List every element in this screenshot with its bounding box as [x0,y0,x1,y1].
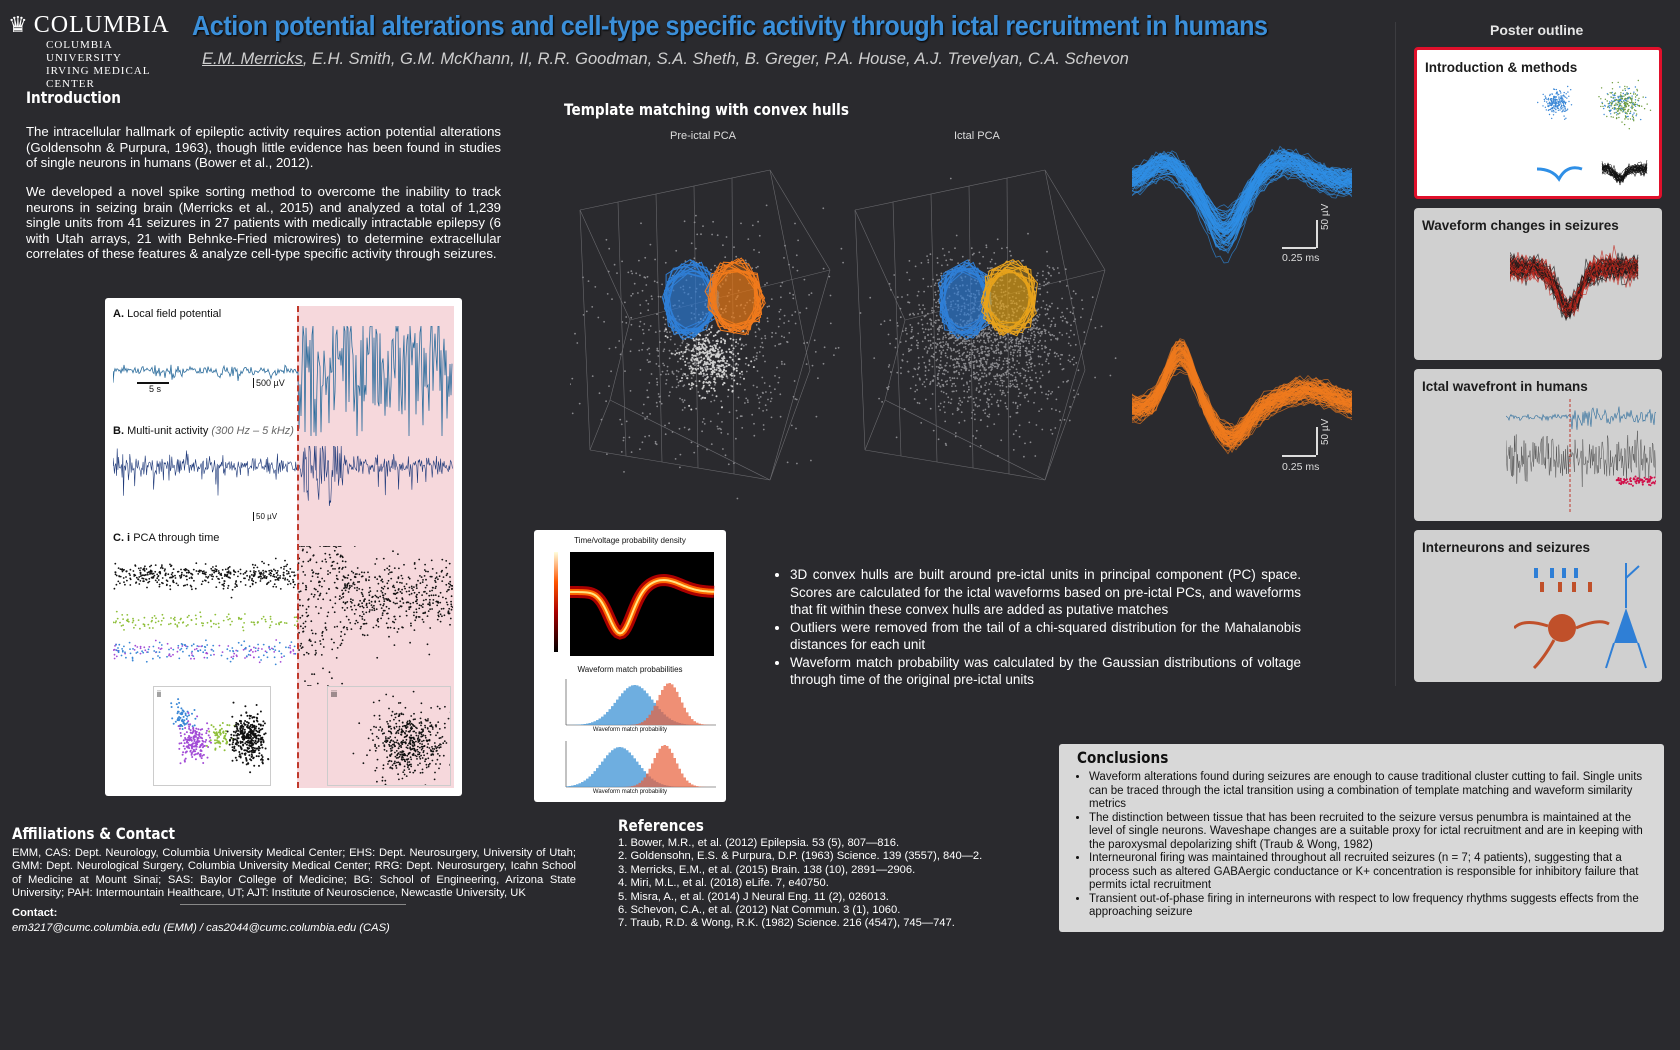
mua-trace [113,446,453,507]
pca-through-time-scatter [113,546,453,686]
references-heading: References [618,816,704,835]
outline-title: Poster outline [1490,22,1584,38]
hist-xlabel-2: Waveform match probability [592,789,668,795]
conclusion-item: Transient out-of-phase firing in interne… [1089,893,1654,920]
conclusions-box: Conclusions Waveform alterations found d… [1059,744,1664,932]
scale-t2: 0.25 ms [1282,461,1320,473]
author-list: E.M. Merricks, E.H. Smith, G.M. McKhann,… [202,50,1129,69]
panel-c-label: C. i PCA through time [113,532,220,544]
blue-unit-waveforms [1132,145,1352,264]
pca-inset-iii: iii [327,686,462,787]
lead-author: E.M. Merricks [202,50,303,68]
scale-bar-t1 [1282,247,1316,249]
reference-item: 3. Merricks, E.M., et al. (2015) Brain. … [618,863,916,876]
match-prob-histograms [565,679,716,788]
panel-a-label: A. Local field potential [113,308,222,320]
pca-clusters-scatter [170,698,274,774]
scale-bar-t2 [1282,455,1316,457]
lfp-trace [113,326,453,436]
prob-density-heatmap [554,552,715,656]
bullet-item: 3D convex hulls are built around pre-ict… [790,566,1301,619]
outline-card-label: Ictal wavefront in humans [1422,379,1588,394]
affiliations-heading: Affiliations & Contact [12,824,176,843]
scale-bar [137,382,169,384]
scale-time: 5 s [149,384,162,394]
outline-thumbnail [1510,245,1639,321]
probability-figure: Time/voltage probability density Wavefor… [534,530,726,802]
orange-unit-waveforms [1132,338,1352,455]
crown-icon: ♛ [8,13,28,38]
match-prob-title: Waveform match probabilities [577,665,683,674]
scale-bar-v1 [1316,220,1318,248]
bullet-item: Outliers were removed from the tail of a… [790,619,1301,654]
pre-ictal-pca-label: Pre-ictal PCA [670,130,737,142]
reference-item: 1. Bower, M.R., et al. (2012) Epilepsia.… [618,837,900,849]
introduction-heading: Introduction [26,88,121,107]
outline-divider [1395,22,1396,686]
scale-t1: 0.25 ms [1282,252,1320,264]
outline-card-waveform-changes[interactable]: Waveform changes in seizures [1414,208,1662,360]
prob-density-title: Time/voltage probability density [574,536,686,545]
contact-block: Contact: em3217@cumc.columbia.edu (EMM) … [12,906,390,936]
other-authors: , E.H. Smith, G.M. McKhann, II, R.R. Goo… [302,50,1129,68]
references-list: 1. Bower, M.R., et al. (2012) Epilepsia.… [618,837,982,931]
panel-b-label: B. Multi-unit activity (300 Hz – 5 kHz) [113,425,294,437]
lfp-mua-pca-figure: A. Local field potential 5 s 500 µV B. M… [105,298,462,796]
outline-card-introduction[interactable]: Introduction & methods [1414,47,1662,199]
reference-item: 2. Goldensohn, E.S. & Purpura, D.P. (196… [618,850,983,863]
pca-ictal-scatter [352,690,462,787]
outline-card-ictal-wavefront[interactable]: Ictal wavefront in humans [1414,369,1662,521]
reference-item: 4. Miri, M.L., et al. (2018) eLife. 7, e… [618,877,829,890]
outline-thumbnail [1514,563,1647,670]
outline-thumbnail [1506,399,1656,514]
hist-xlabel-1: Waveform match probability [592,727,668,733]
logo-sub-1: COLUMBIA UNIVERSITY [46,39,122,64]
ictal-pca-3d-plot [854,169,1117,481]
outline-thumbnail [1536,79,1652,186]
outline-card-label: Introduction & methods [1425,60,1578,75]
introduction-paragraph-1: The intracellular hallmark of epileptic … [26,124,501,170]
pca-inset-ii: ii [153,686,274,786]
outline-card-interneurons[interactable]: Interneurons and seizures [1414,530,1662,682]
conclusions-heading: Conclusions [1077,748,1169,767]
reference-item: 5. Misra, A., et al. (2014) J Neural Eng… [618,890,889,903]
conclusion-item: The distinction between tissue that has … [1089,812,1654,853]
poster-title: Action potential alterations and cell-ty… [192,10,1268,41]
seizure-onset-line [297,306,299,788]
columbia-logo: ♛ COLUMBIA COLUMBIA UNIVERSITY IRVING ME… [8,12,188,91]
contact-emails[interactable]: em3217@cumc.columbia.edu (EMM) / cas2044… [12,922,390,934]
template-matching-bullets: 3D convex hulls are built around pre-ict… [776,566,1301,689]
reference-item: 6. Schevon, C.A., et al. (2012) Nat Comm… [618,904,901,917]
conclusion-item: Interneuronal firing was maintained thro… [1089,852,1654,893]
logo-name: COLUMBIA [33,12,170,38]
scale-volt-2: 50 µV [253,512,277,521]
introduction-paragraph-2: We developed a novel spike sorting metho… [26,184,501,261]
scale-v2: 50 µV [1320,418,1331,445]
reference-item: 7. Traub, R.D. & Wong, R.K. (1982) Scien… [618,917,955,930]
conclusion-item: Waveform alterations found during seizur… [1089,771,1654,812]
scale-volt-1: 500 µV [253,378,285,388]
scale-v1: 50 µV [1320,203,1331,230]
outline-card-label: Waveform changes in seizures [1422,218,1619,233]
contact-label: Contact: [12,907,58,919]
affiliations-text: EMM, CAS: Dept. Neurology, Columbia Univ… [12,847,576,899]
outline-card-label: Interneurons and seizures [1422,540,1591,555]
bullet-item: Waveform match probability was calculate… [790,654,1301,689]
affiliations-divider [180,904,406,905]
template-matching-heading: Template matching with convex hulls [564,100,849,119]
pre-ictal-pca-3d-plot [570,169,844,500]
scale-bar-v2 [1316,427,1318,455]
logo-sub-2: IRVING MEDICAL CENTER [46,65,151,90]
ictal-pca-label: Ictal PCA [954,130,1000,142]
